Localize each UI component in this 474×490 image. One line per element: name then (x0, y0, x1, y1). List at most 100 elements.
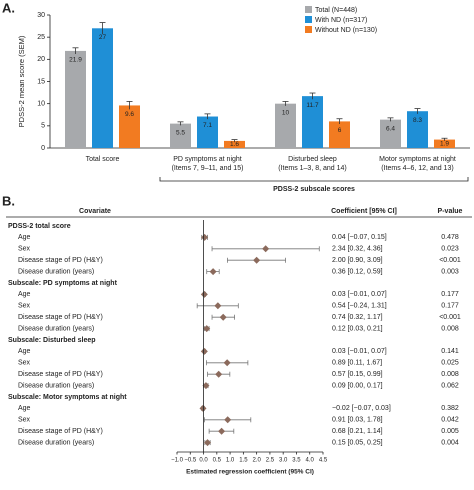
x-tick-label: 1.5 (239, 458, 248, 464)
estimate-diamond (224, 416, 232, 424)
x-tick-label: 0.5 (213, 458, 222, 464)
covariate-label: Sex (18, 246, 31, 253)
bracket-label: PDSS-2 subscale scores (273, 186, 355, 193)
estimate-diamond (219, 313, 227, 321)
p-value: 0.141 (441, 348, 459, 355)
column-header: Coefficient [95% CI] (331, 208, 397, 215)
coefficient-label: 2.34 [0.32, 4.36] (332, 246, 383, 253)
coefficient-label: 0.68 [0.21, 1.14] (332, 428, 383, 435)
x-tick-label: 1.0 (226, 458, 235, 464)
column-header: Covariate (79, 208, 111, 215)
value-label: 11.7 (306, 102, 319, 109)
x-tick-label: (Items 7, 9–11, and 15) (172, 165, 244, 172)
legend-swatch (305, 6, 312, 13)
coefficient-label: 0.03 [−0.01, 0.07] (332, 291, 387, 298)
bar (275, 103, 296, 148)
p-value: <0.001 (439, 257, 461, 264)
estimate-diamond (262, 245, 270, 253)
bar (380, 119, 401, 148)
y-axis-label: PDSS-2 mean score (SEM) (17, 35, 26, 127)
y-tick-label: 20 (37, 56, 45, 63)
p-value: 0.005 (441, 428, 459, 435)
estimate-diamond (215, 370, 223, 378)
p-value: <0.001 (439, 314, 461, 321)
x-tick-label: 2.0 (252, 458, 261, 464)
value-label: 9.6 (125, 111, 134, 118)
covariate-label: Disease stage of PD (H&Y) (18, 314, 103, 321)
estimate-diamond (203, 325, 211, 333)
bar (170, 123, 191, 148)
coefficient-label: 0.89 [0.11, 1.67] (332, 360, 382, 367)
value-label: 6.4 (386, 125, 395, 132)
estimate-diamond (209, 268, 217, 276)
group-heading: Subscale: Motor symptoms at night (8, 394, 127, 401)
covariate-label: Disease duration (years) (18, 268, 94, 275)
bar (434, 139, 455, 148)
legend-label: Without ND (n=130) (315, 27, 377, 34)
y-tick-label: 0 (41, 145, 45, 152)
x-axis-label: Estimated regression coefficient (95% CI… (186, 469, 314, 476)
estimate-diamond (202, 382, 210, 390)
p-value: 0.177 (441, 291, 459, 298)
value-label: 5.5 (176, 129, 185, 136)
value-label: 6 (338, 127, 342, 134)
x-tick-label: 4.0 (306, 458, 315, 464)
value-label: 1.6 (230, 141, 239, 148)
coefficient-label: 0.36 [0.12, 0.59] (332, 268, 383, 275)
group-heading: Subscale: Disturbed sleep (8, 337, 96, 344)
x-tick-label: Motor symptoms at night (379, 156, 456, 163)
legend-label: With ND (n=317) (315, 17, 367, 24)
p-value: 0.042 (441, 417, 459, 424)
value-label: 7.1 (203, 122, 212, 129)
estimate-diamond (223, 359, 231, 367)
x-tick-label: 4.5 (319, 458, 328, 464)
value-label: 21.9 (69, 57, 82, 64)
covariate-label: Sex (18, 417, 31, 424)
covariate-label: Disease stage of PD (H&Y) (18, 428, 103, 435)
value-label: 8.3 (413, 117, 422, 124)
coefficient-label: 2.00 [0.90, 3.09] (332, 257, 383, 264)
bar (119, 105, 140, 148)
bar (407, 111, 428, 148)
covariate-label: Disease stage of PD (H&Y) (18, 257, 103, 264)
covariate-label: Sex (18, 303, 31, 310)
estimate-diamond (199, 404, 207, 412)
x-tick-label: Total score (86, 156, 120, 163)
p-value: 0.062 (441, 382, 459, 389)
covariate-label: Disease duration (years) (18, 382, 94, 389)
covariate-label: Disease stage of PD (H&Y) (18, 371, 103, 378)
covariate-label: Age (18, 348, 31, 355)
coefficient-label: 0.91 [0.03, 1.78] (332, 417, 383, 424)
estimate-diamond (201, 233, 209, 241)
covariate-label: Age (18, 291, 31, 298)
x-tick-label: (Items 4–6, 12, and 13) (381, 165, 453, 172)
y-tick-label: 15 (37, 78, 45, 85)
y-tick-label: 5 (41, 123, 45, 130)
p-value: 0.004 (441, 439, 459, 446)
group-heading: Subscale: PD symptoms at night (8, 280, 118, 287)
group-heading: PDSS-2 total score (8, 223, 71, 230)
coefficient-label: 0.74 [0.32, 1.17] (332, 314, 383, 321)
coefficient-label: 0.03 [−0.01, 0.07] (332, 348, 387, 355)
legend-swatch (305, 26, 312, 33)
p-value: 0.177 (441, 303, 459, 310)
value-label: 1.9 (440, 141, 449, 148)
coefficient-label: 0.57 [0.15, 0.99] (332, 371, 383, 378)
legend-label: Total (N=448) (315, 7, 357, 14)
y-tick-label: 30 (37, 12, 45, 19)
covariate-label: Age (18, 405, 31, 412)
p-value: 0.023 (441, 246, 459, 253)
bar (65, 50, 86, 148)
x-tick-label: 3.0 (279, 458, 288, 464)
bar (224, 140, 245, 148)
x-tick-label: (Items 1–3, 8, and 14) (278, 165, 346, 172)
coefficient-label: −0.02 [−0.07, 0.03] (332, 405, 391, 412)
x-tick-label: −1.0 (171, 458, 184, 464)
value-label: 27 (99, 34, 107, 41)
p-value: 0.025 (441, 360, 459, 367)
covariate-label: Disease duration (years) (18, 439, 94, 446)
panel-label: B. (2, 193, 15, 208)
x-tick-label: 3.5 (292, 458, 301, 464)
bar (302, 96, 323, 148)
p-value: 0.478 (441, 234, 459, 241)
